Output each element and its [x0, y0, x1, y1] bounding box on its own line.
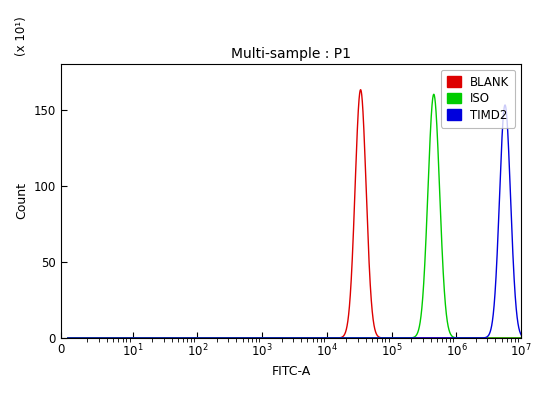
Legend: BLANK, ISO, TIMD2: BLANK, ISO, TIMD2: [441, 70, 515, 128]
X-axis label: FITC-A: FITC-A: [271, 365, 311, 378]
Text: (x 10¹): (x 10¹): [15, 16, 27, 55]
Y-axis label: Count: Count: [15, 182, 28, 219]
Title: Multi-sample : P1: Multi-sample : P1: [231, 47, 351, 61]
